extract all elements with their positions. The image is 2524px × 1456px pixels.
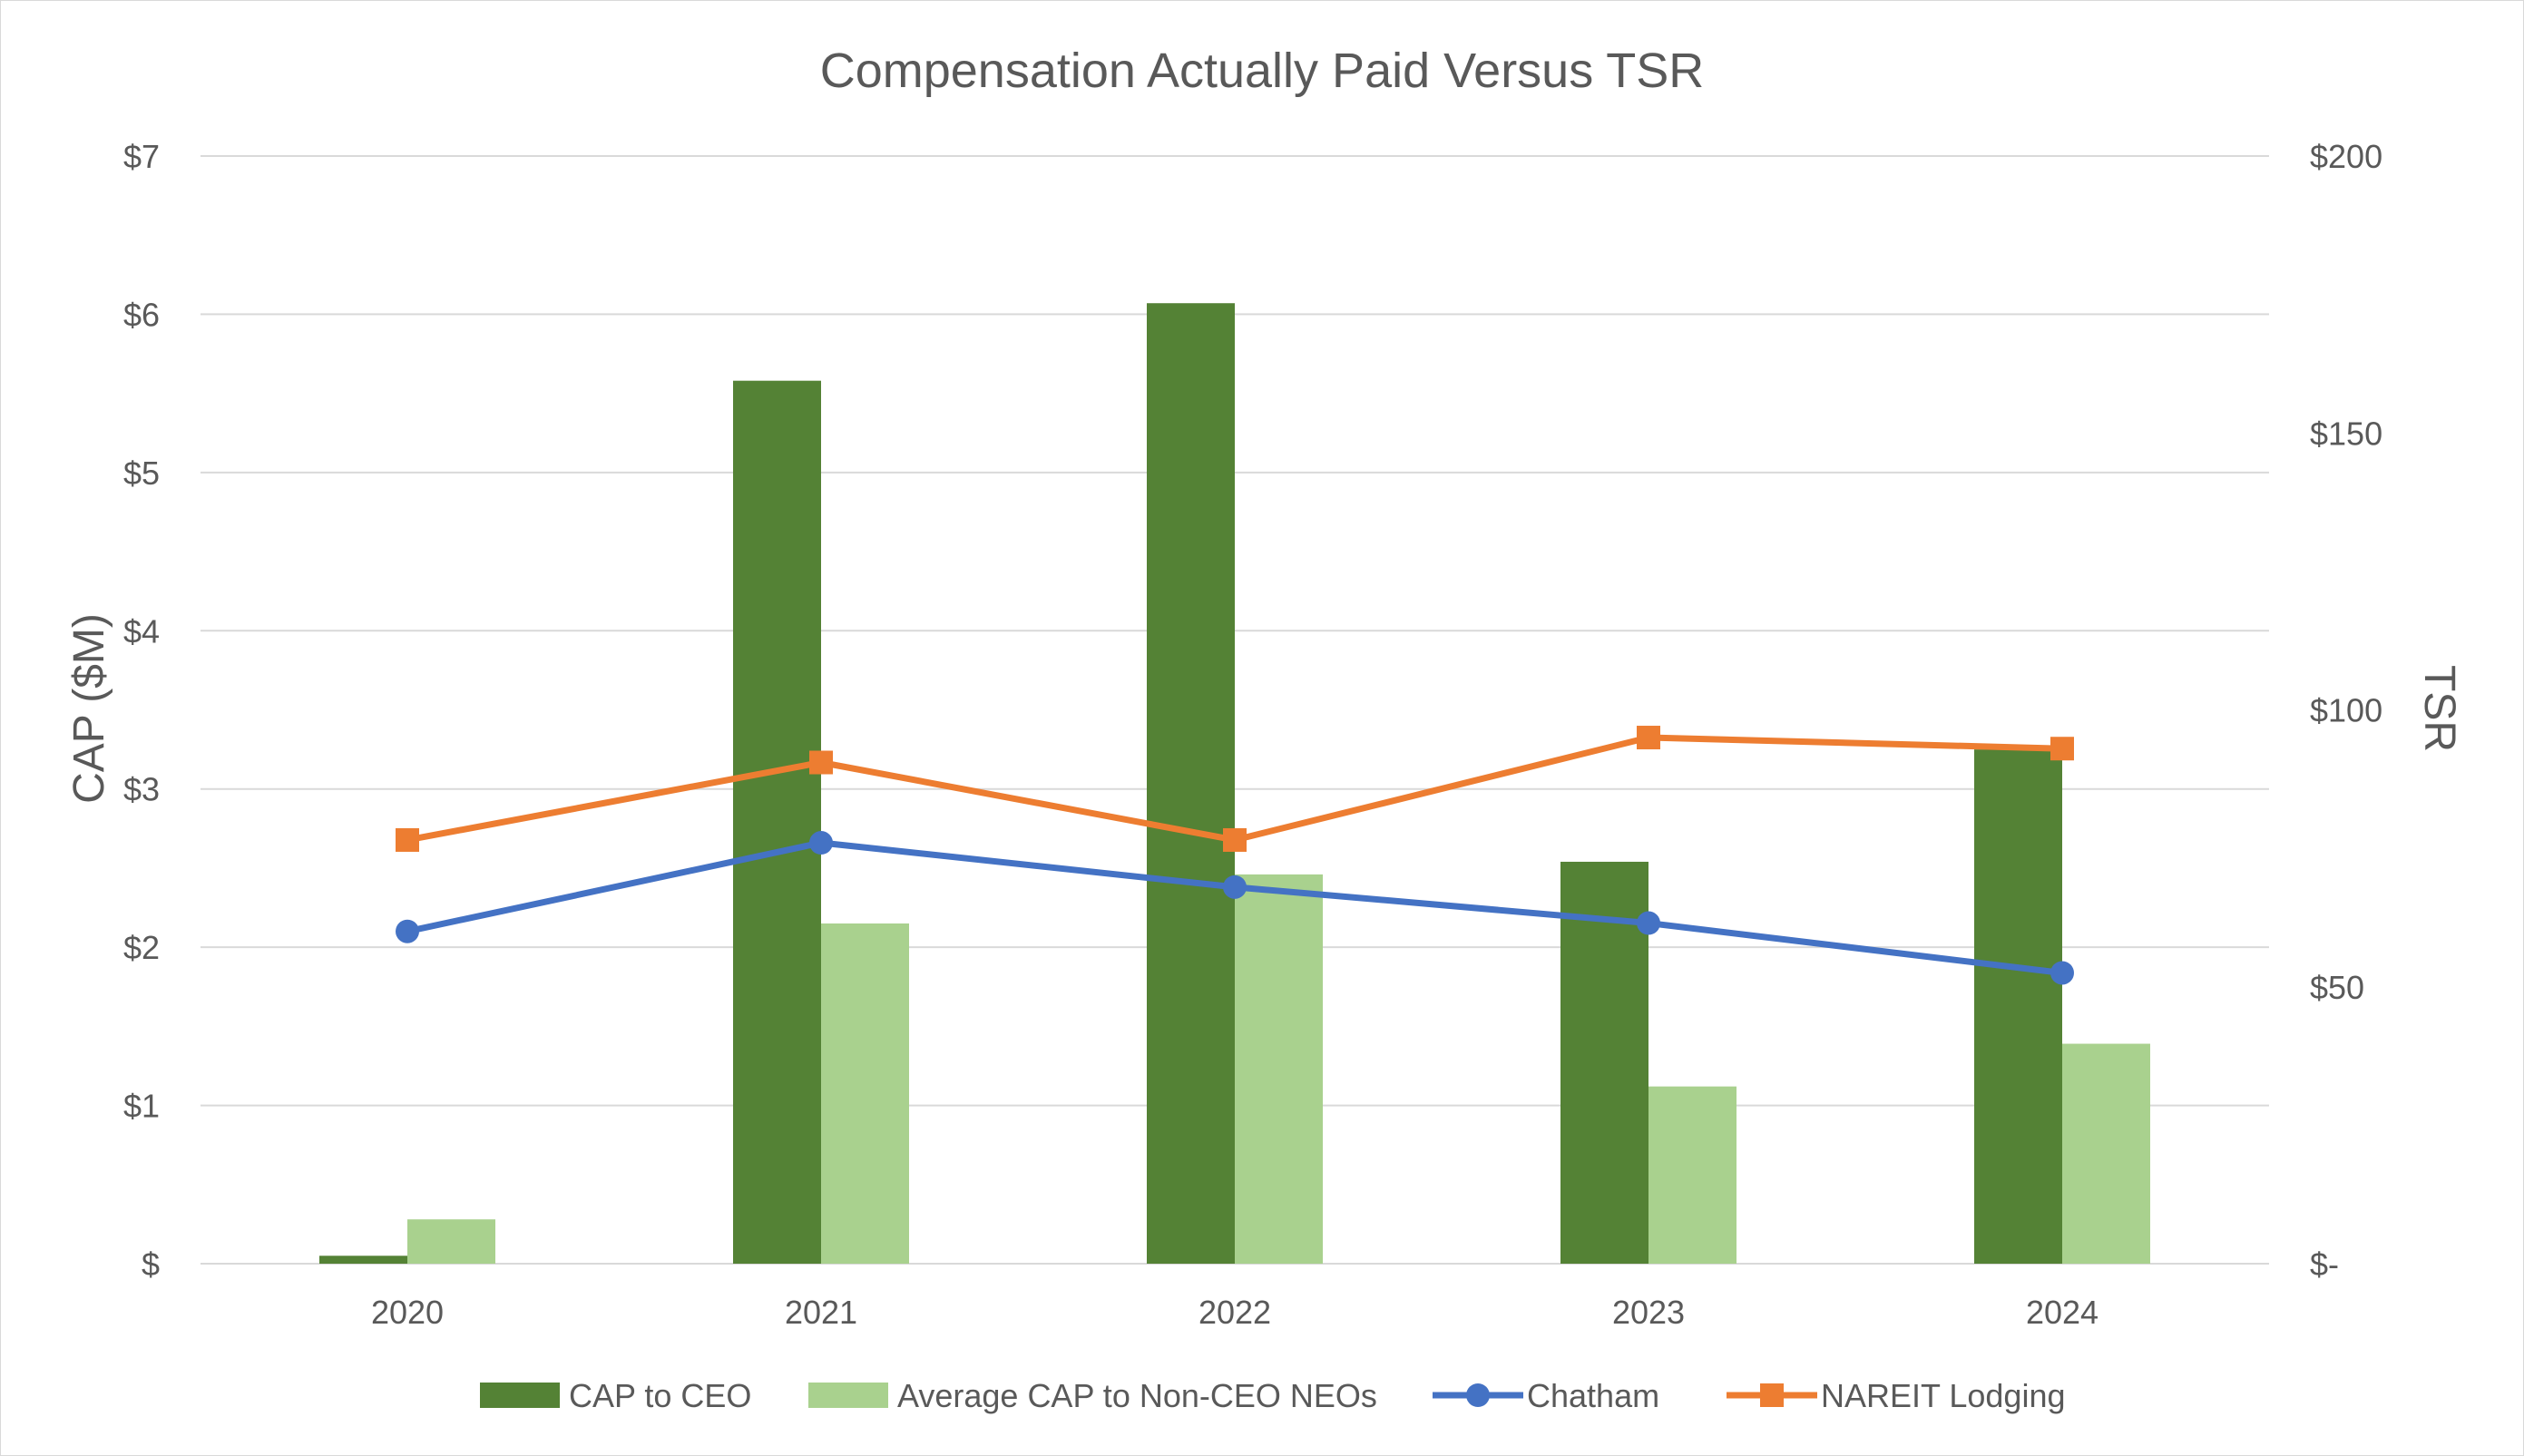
y-left-tick-label: $2 [123, 929, 160, 966]
point-nareit-lodging [1223, 827, 1247, 852]
y-axis-left-title: CAP ($M) [65, 613, 113, 804]
y-left-tick-label: $7 [123, 138, 160, 175]
bar-cap-to-ceo [319, 1256, 407, 1264]
y-axis-right-title: TSR [2415, 665, 2463, 752]
point-chatham [809, 831, 833, 855]
point-chatham [2050, 961, 2074, 985]
axes: $ $1 $2 $3 $4 $5 $6 $7 $- $50 $100 $150 $200 2020 2021… [123, 138, 2382, 1331]
y-right-tick-label: $200 [2310, 138, 2382, 175]
legend-label-chatham: Chatham [1527, 1377, 1659, 1414]
y-left-tick-label: $6 [123, 296, 160, 333]
y-right-tick-label: $150 [2310, 415, 2382, 452]
y-right-tick-label: $50 [2310, 969, 2364, 1006]
point-chatham [1223, 875, 1247, 899]
point-nareit-lodging [2050, 737, 2074, 761]
x-tick-label: 2022 [1198, 1294, 1271, 1331]
y-left-tick-label: $3 [123, 771, 160, 808]
x-tick-label: 2021 [785, 1294, 857, 1331]
point-nareit-lodging [396, 827, 419, 852]
legend: CAP to CEO Average CAP to Non-CEO NEOs Cha… [480, 1377, 2066, 1414]
bar-average-cap-to-non-ceo-neos [821, 923, 909, 1264]
point-chatham [1637, 911, 1660, 935]
bar-average-cap-to-non-ceo-neos [407, 1219, 495, 1264]
bar-cap-to-ceo [1974, 749, 2062, 1264]
y-left-tick-label: $5 [123, 454, 160, 492]
line-series [396, 726, 2074, 985]
legend-swatch-average-cap-to-non-ceo-neos [808, 1383, 888, 1408]
point-nareit-lodging [809, 750, 833, 775]
x-tick-label: 2024 [2026, 1294, 2098, 1331]
y-right-tick-label: $100 [2310, 692, 2382, 729]
x-tick-label: 2023 [1612, 1294, 1685, 1331]
legend-marker-nareit-lodging [1760, 1383, 1784, 1407]
legend-label-nareit-lodging: NAREIT Lodging [1821, 1377, 2066, 1414]
point-nareit-lodging [1637, 726, 1660, 750]
legend-swatch-cap-to-ceo [480, 1383, 560, 1408]
bar-cap-to-ceo [1560, 861, 1648, 1264]
bar-average-cap-to-non-ceo-neos [1648, 1086, 1736, 1264]
bar-cap-to-ceo [733, 380, 821, 1264]
y-left-tick-label: $ [142, 1246, 160, 1283]
legend-label-average-cap-to-non-ceo-neos: Average CAP to Non-CEO NEOs [897, 1377, 1377, 1414]
y-right-tick-label: $- [2310, 1246, 2339, 1283]
legend-marker-chatham [1466, 1383, 1490, 1407]
bar-cap-to-ceo [1147, 303, 1235, 1265]
bar-series [319, 303, 2150, 1265]
legend-label-cap-to-ceo: CAP to CEO [569, 1377, 751, 1414]
bar-average-cap-to-non-ceo-neos [2062, 1043, 2150, 1264]
x-tick-label: 2020 [371, 1294, 444, 1331]
y-left-tick-label: $1 [123, 1088, 160, 1125]
point-chatham [396, 919, 419, 943]
y-left-tick-label: $4 [123, 612, 160, 650]
bar-average-cap-to-non-ceo-neos [1235, 874, 1323, 1264]
chart-title: Compensation Actually Paid Versus TSR [820, 44, 1705, 98]
